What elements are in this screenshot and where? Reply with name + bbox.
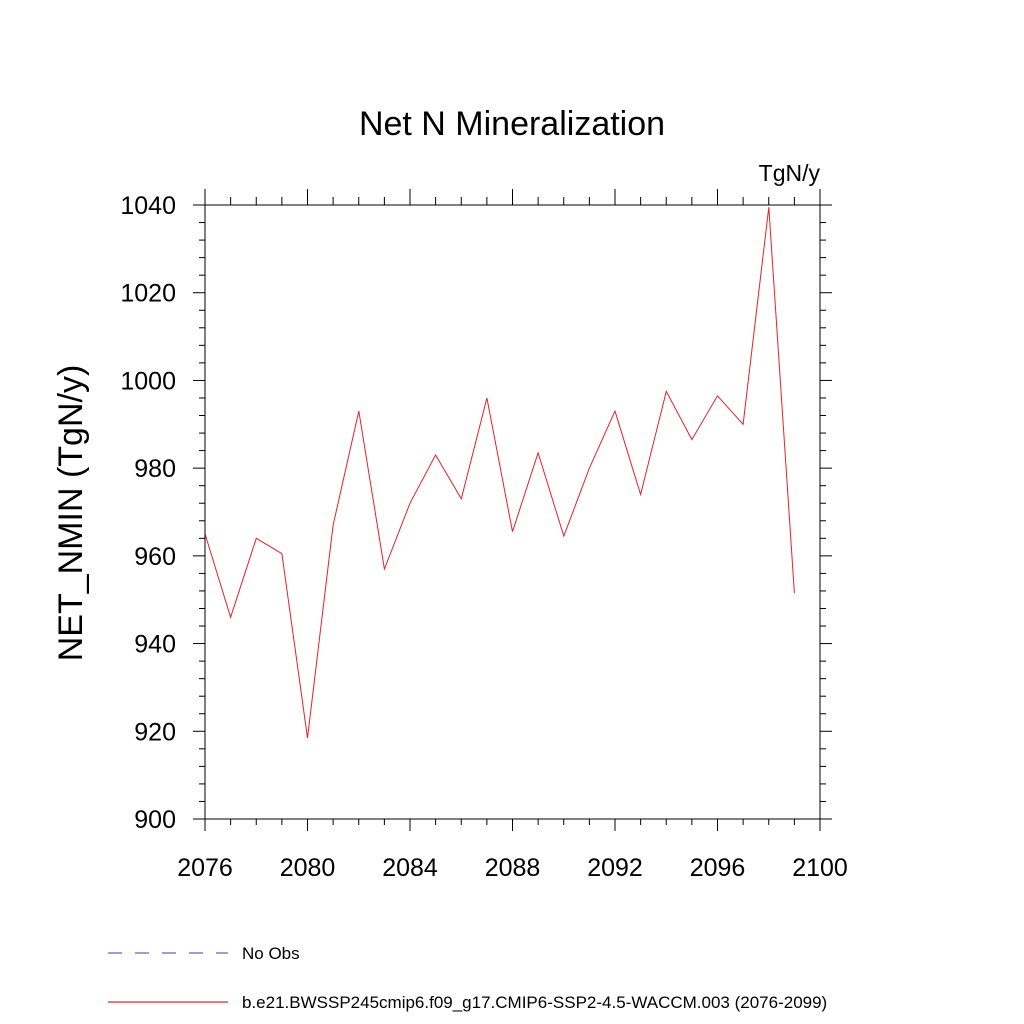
x-tick-label: 2096 xyxy=(690,854,746,882)
series-layer xyxy=(204,207,795,738)
y-tick-label: 940 xyxy=(134,631,176,659)
legend-label-no-obs: No Obs xyxy=(242,944,300,963)
series-line xyxy=(204,207,795,738)
x-tick-label: 2080 xyxy=(280,854,336,882)
legend: No Obs b.e21.BWSSP245cmip6.f09_g17.CMIP6… xyxy=(108,944,827,1012)
y-tick-label: 980 xyxy=(134,455,176,483)
x-tick-label: 2092 xyxy=(587,854,643,882)
legend-label-model: b.e21.BWSSP245cmip6.f09_g17.CMIP6-SSP2-4… xyxy=(242,993,827,1012)
y-tick-label: 920 xyxy=(134,718,176,746)
y-tick-label: 1020 xyxy=(120,280,176,308)
x-tick-label: 2088 xyxy=(485,854,541,882)
chart-title: Net N Mineralization xyxy=(359,105,665,143)
x-tick-label: 2076 xyxy=(177,854,233,882)
units-label: TgN/y xyxy=(759,160,821,186)
y-tick-label: 1040 xyxy=(120,192,176,220)
x-tick-label: 2100 xyxy=(792,854,848,882)
y-tick-label: 900 xyxy=(134,806,176,834)
y-axis-label: NET_NMIN (TgN/y) xyxy=(52,365,90,662)
y-tick-label: 1000 xyxy=(120,367,176,395)
y-tick-label: 960 xyxy=(134,543,176,571)
x-tick-label: 2084 xyxy=(382,854,438,882)
plot-frame xyxy=(204,204,821,820)
axes: 2076 2080 2084 2088 2092 2096 2100 900 920 940 960… xyxy=(120,189,848,882)
